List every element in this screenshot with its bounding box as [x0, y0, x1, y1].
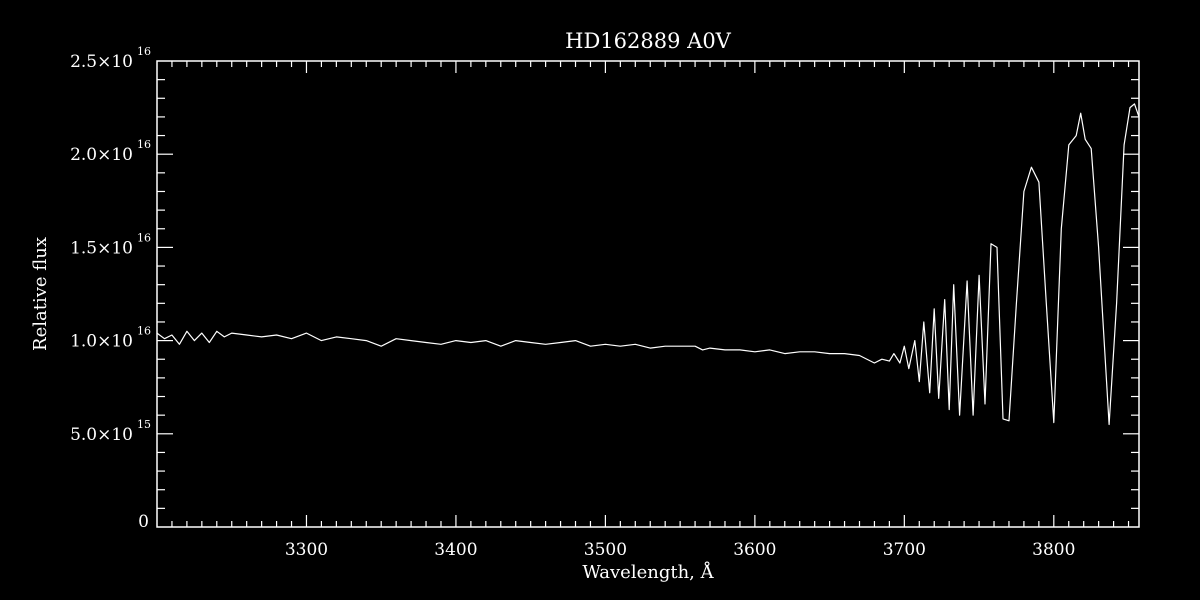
- y-tick-exponent: 15: [137, 418, 151, 431]
- x-axis-title: Wavelength, Å: [582, 561, 714, 583]
- y-tick-label: 0: [138, 512, 149, 532]
- y-tick-exponent: 16: [137, 325, 151, 338]
- y-tick-exponent: 16: [137, 138, 151, 151]
- plot-frame: [156, 60, 1140, 528]
- spectrum-line: [156, 103, 1140, 426]
- x-tick-label: 3600: [733, 540, 776, 560]
- y-tick-label: 16 1.0×10: [70, 325, 151, 352]
- y-tick-label: 16 2.0×10: [70, 138, 151, 165]
- y-tick-label: 16 2.5×10: [70, 45, 151, 72]
- y-tick-mantissa: 1.5×10: [70, 238, 133, 258]
- y-axis-title: Relative flux: [30, 237, 51, 351]
- y-tick-labels: 0 15 5.0×10 16 1.0×10 16 1.5×10 16 2.0×10 16 2.5×1…: [70, 45, 151, 532]
- y-tick-mantissa: 2.5×10: [70, 52, 133, 72]
- y-tick-exponent: 16: [137, 231, 151, 244]
- axis-ticks: [157, 61, 1139, 527]
- x-tick-label: 3800: [1032, 540, 1075, 560]
- y-tick-mantissa: 2.0×10: [70, 145, 133, 165]
- y-tick-mantissa: 0: [138, 512, 149, 532]
- x-tick-label: 3300: [285, 540, 328, 560]
- y-tick-label: 16 1.5×10: [70, 231, 151, 258]
- y-tick-mantissa: 1.0×10: [70, 332, 133, 352]
- y-tick-mantissa: 5.0×10: [70, 425, 133, 445]
- y-tick-exponent: 16: [137, 45, 151, 58]
- x-tick-labels: 3300 3400 3500 3600 3700 3800: [285, 540, 1076, 560]
- x-tick-label: 3500: [584, 540, 627, 560]
- x-tick-label: 3400: [434, 540, 477, 560]
- chart-title: HD162889 A0V: [565, 29, 732, 53]
- x-tick-label: 3700: [883, 540, 926, 560]
- y-tick-label: 15 5.0×10: [70, 418, 151, 445]
